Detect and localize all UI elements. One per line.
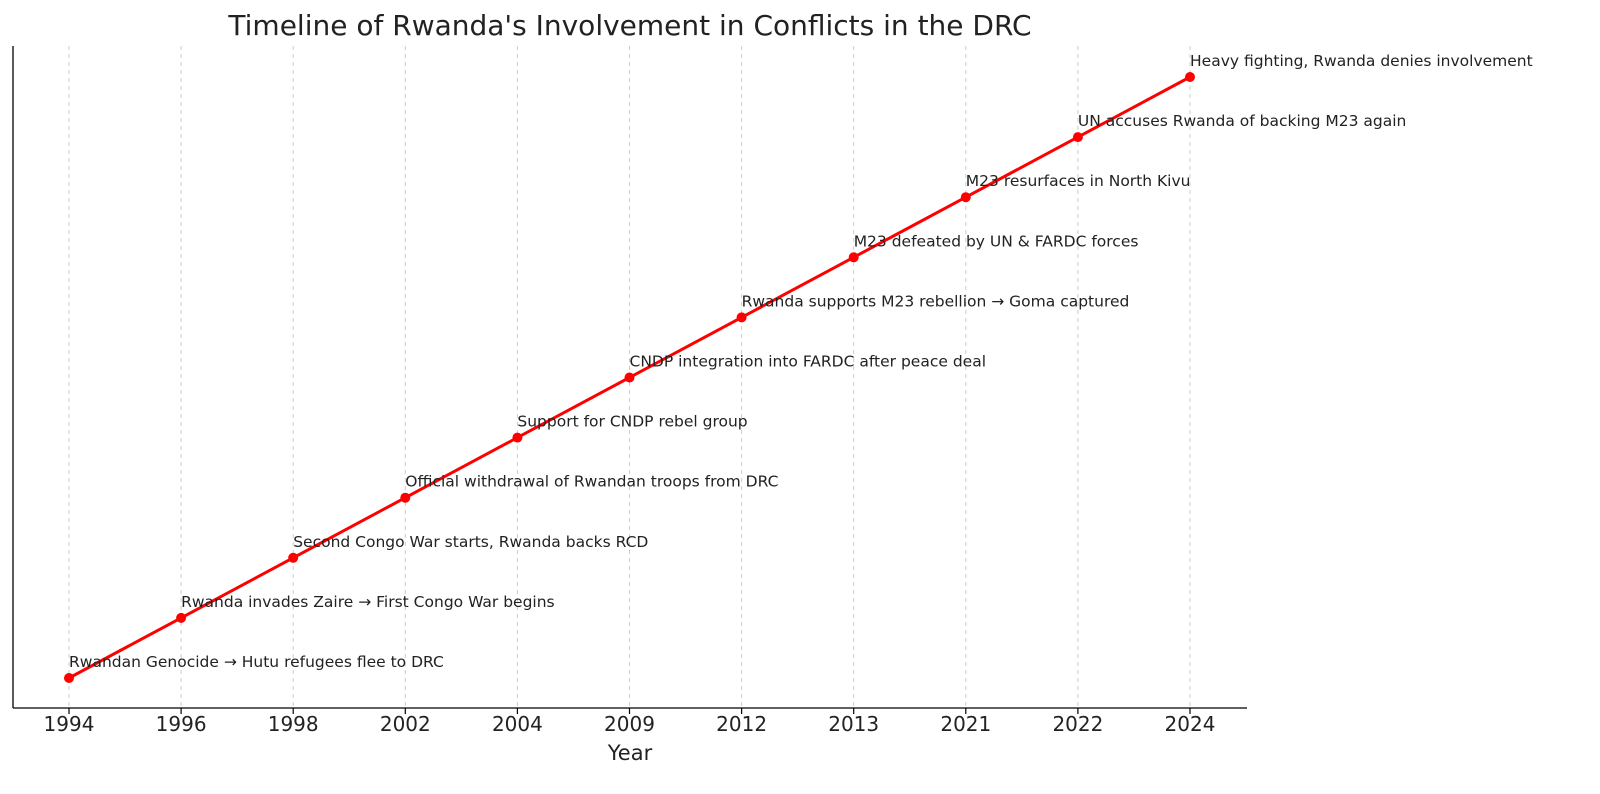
x-tick-label: 2022 — [1052, 712, 1103, 736]
event-annotation: Rwanda invades Zaire → First Congo War b… — [181, 593, 555, 611]
chart-title: Timeline of Rwanda's Involvement in Conf… — [227, 9, 1031, 42]
event-annotation: Second Congo War starts, Rwanda backs RC… — [293, 533, 648, 551]
x-tick-label: 1996 — [156, 712, 207, 736]
x-tick-label: 1998 — [268, 712, 319, 736]
x-axis-label: Year — [607, 741, 653, 765]
event-annotation: CNDP integration into FARDC after peace … — [630, 353, 987, 371]
x-tick-label: 2013 — [828, 712, 879, 736]
x-tick-label: 1994 — [44, 712, 95, 736]
data-point — [624, 372, 635, 383]
event-annotation: Rwandan Genocide → Hutu refugees flee to… — [69, 653, 444, 671]
event-annotation: M23 resurfaces in North Kivu — [966, 172, 1191, 190]
event-annotation: Heavy fighting, Rwanda denies involvemen… — [1190, 52, 1533, 70]
data-point — [288, 552, 299, 563]
x-tick-label: 2021 — [940, 712, 991, 736]
x-tick-label: 2002 — [380, 712, 431, 736]
x-ticks: 1994 1996 1998 2002 2004 2009 2012 2013 2021 2022… — [44, 708, 1216, 736]
data-point — [960, 192, 971, 203]
data-point — [176, 612, 187, 623]
data-point — [1072, 132, 1083, 143]
data-point — [64, 673, 74, 683]
x-tick-label: 2009 — [604, 712, 655, 736]
series — [64, 72, 1195, 683]
data-point — [400, 492, 411, 503]
event-annotation: M23 defeated by UN & FARDC forces — [854, 232, 1139, 250]
event-annotation: Support for CNDP rebel group — [517, 413, 747, 431]
data-point — [736, 312, 747, 323]
x-tick-label: 2012 — [716, 712, 767, 736]
x-tick-label: 2024 — [1165, 712, 1216, 736]
data-point — [1185, 72, 1195, 82]
event-annotation: UN accuses Rwanda of backing M23 again — [1078, 112, 1406, 130]
x-tick-label: 2004 — [492, 712, 543, 736]
event-annotation: Rwanda supports M23 rebellion → Goma cap… — [742, 292, 1130, 310]
data-point — [512, 432, 523, 443]
data-point — [848, 252, 859, 263]
event-annotation: Official withdrawal of Rwandan troops fr… — [405, 473, 778, 491]
annotations: Rwandan Genocide → Hutu refugees flee to… — [69, 52, 1533, 671]
